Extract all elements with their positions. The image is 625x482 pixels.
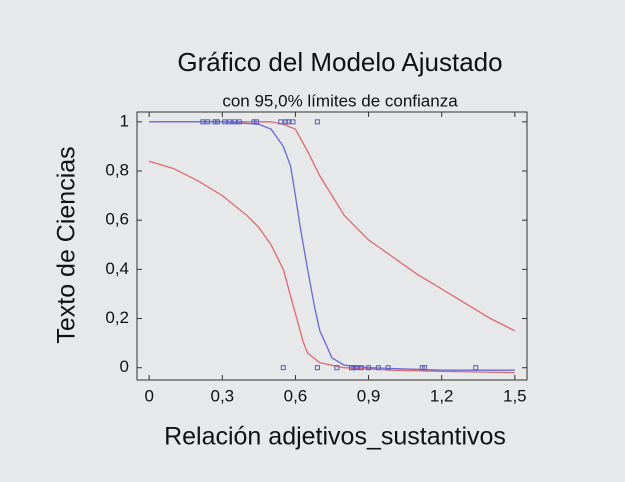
y-axis-label: Texto de Ciencias <box>53 146 81 343</box>
data-point <box>227 119 233 125</box>
data-point <box>214 119 220 125</box>
chart-title: Gráfico del Modelo Ajustado <box>177 47 502 77</box>
x-tick-label: 0 <box>144 386 153 405</box>
data-point <box>278 119 284 125</box>
x-tick-label: 0,6 <box>284 386 308 405</box>
data-point <box>205 119 211 125</box>
data-point <box>385 365 391 371</box>
curve <box>149 121 516 332</box>
y-tick-label: 0,4 <box>105 259 129 278</box>
x-axis-label: Relación adjetivos_sustantivos <box>164 423 506 451</box>
y-tick-label: 0 <box>120 357 129 376</box>
data-point <box>232 119 237 125</box>
x-tick-label: 1,2 <box>430 386 454 405</box>
curve <box>149 121 515 371</box>
data-point <box>222 119 228 125</box>
data-point <box>422 365 428 371</box>
data-point <box>473 365 479 371</box>
data-point <box>236 119 242 125</box>
plot-frame <box>136 111 528 381</box>
x-tick-label: 1,5 <box>503 386 527 405</box>
y-tick-label: 0,6 <box>105 210 129 229</box>
data-point <box>334 365 340 371</box>
data-point <box>285 119 291 125</box>
curve <box>149 160 515 374</box>
data-point <box>290 119 296 125</box>
x-tick-label: 0,9 <box>357 386 381 405</box>
data-point <box>314 119 320 125</box>
data-point <box>358 365 364 371</box>
data-point <box>280 365 286 371</box>
y-tick-label: 0,8 <box>105 160 129 179</box>
data-point <box>314 365 320 371</box>
chart-subtitle: con 95,0% límites de confianza <box>222 91 458 110</box>
y-tick-label: 1 <box>120 111 129 130</box>
x-tick-label: 0,3 <box>210 386 234 405</box>
data-point <box>366 365 372 371</box>
data-point <box>375 365 381 371</box>
data-point <box>200 119 206 125</box>
data-point <box>353 365 359 371</box>
data-point <box>253 119 259 125</box>
y-tick-label: 0,2 <box>105 308 129 327</box>
